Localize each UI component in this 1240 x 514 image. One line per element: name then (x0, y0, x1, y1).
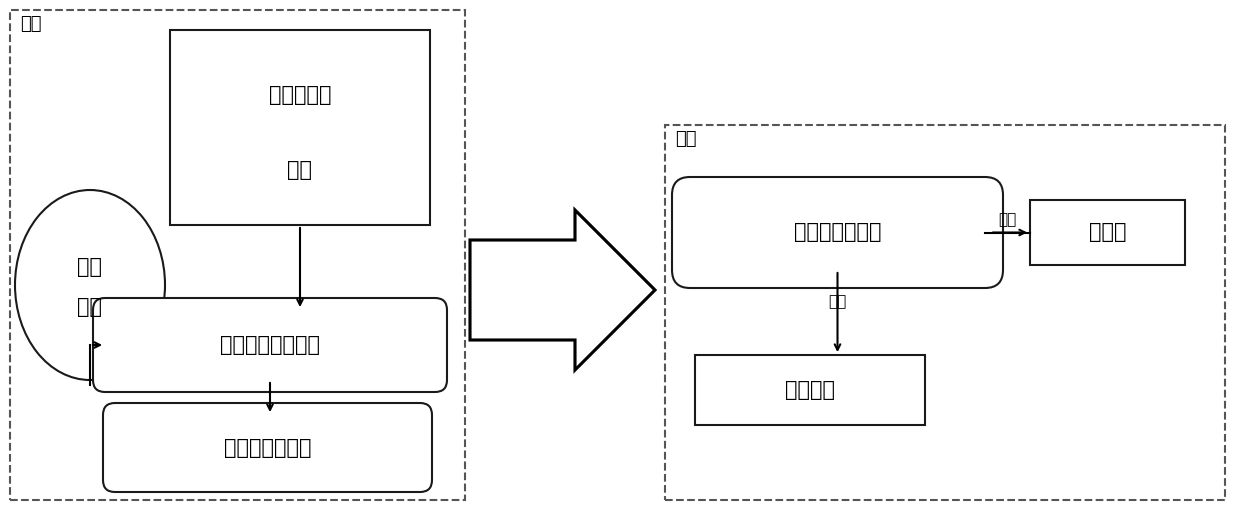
Text: 燃油伺服阀: 燃油伺服阀 (269, 85, 331, 105)
Text: 压簧: 压簧 (288, 160, 312, 180)
Text: 元件: 元件 (20, 15, 41, 33)
Bar (170, 30, 430, 225)
Text: 求解: 求解 (998, 212, 1017, 228)
Ellipse shape (15, 190, 165, 380)
FancyBboxPatch shape (93, 298, 446, 392)
Text: 参数: 参数 (77, 257, 103, 277)
FancyBboxPatch shape (672, 177, 1003, 288)
Text: 反解: 反解 (828, 295, 847, 309)
Text: 分位点自治模型: 分位点自治模型 (794, 223, 882, 243)
Text: 可靠度: 可靠度 (1089, 223, 1126, 243)
Text: 建立退化过程模型: 建立退化过程模型 (219, 335, 320, 355)
Text: 求出可靠度函数: 求出可靠度函数 (223, 437, 311, 457)
Bar (694, 355, 925, 425)
Text: 可靠寿命: 可靠寿命 (785, 380, 835, 400)
Bar (1030, 200, 1185, 265)
Bar (10, 10, 465, 500)
FancyBboxPatch shape (103, 403, 432, 492)
Text: 估计: 估计 (77, 297, 103, 317)
Bar (665, 125, 1225, 500)
Text: 系统: 系统 (675, 130, 697, 148)
Polygon shape (470, 210, 655, 370)
